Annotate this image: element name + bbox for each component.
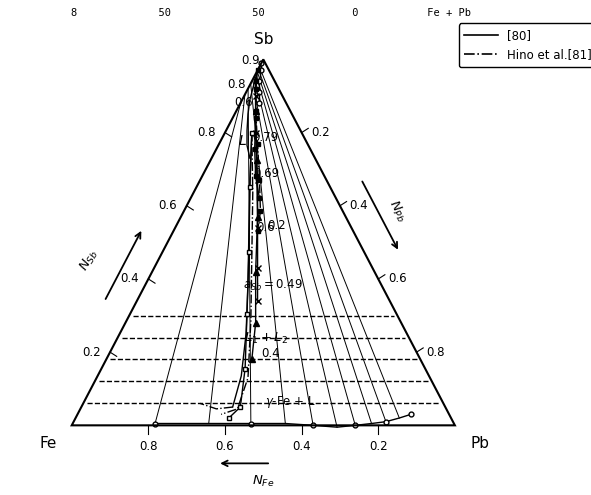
Text: Pb: Pb: [470, 436, 489, 451]
Text: $L_1 + L_2$: $L_1 + L_2$: [244, 331, 288, 346]
Text: 0.4: 0.4: [120, 272, 139, 286]
Text: 0.2: 0.2: [267, 219, 286, 232]
Text: 0.4: 0.4: [261, 347, 280, 360]
Text: $N_{Fe}$: $N_{Fe}$: [252, 474, 275, 489]
Text: 0.79: 0.79: [252, 131, 278, 144]
Text: 0.4: 0.4: [349, 199, 368, 212]
Text: $\gamma$-Fe + L: $\gamma$-Fe + L: [265, 394, 316, 410]
Text: 0.8: 0.8: [426, 346, 444, 359]
Text: L: L: [238, 134, 246, 148]
Text: 0.6: 0.6: [256, 221, 275, 234]
Text: 0.6: 0.6: [235, 97, 253, 109]
Text: $N_{Pb}$: $N_{Pb}$: [385, 198, 410, 225]
Text: 0.69: 0.69: [254, 167, 280, 181]
Text: 0.2: 0.2: [82, 346, 100, 359]
Text: 0.2: 0.2: [311, 126, 330, 139]
Text: 0.8: 0.8: [197, 126, 215, 139]
Text: 0.2: 0.2: [369, 440, 388, 453]
Text: $a_{Sb}=0.49$: $a_{Sb}=0.49$: [243, 278, 303, 293]
Text: 0.6: 0.6: [216, 440, 234, 453]
Text: 0.8: 0.8: [227, 78, 245, 91]
Text: Sb: Sb: [254, 32, 273, 47]
Text: 8             50             50              0           Fe + Pb: 8 50 50 0 Fe + Pb: [71, 7, 471, 18]
Text: $N_{Sb}$: $N_{Sb}$: [77, 247, 101, 275]
Text: 0.4: 0.4: [293, 440, 311, 453]
Text: 0.6: 0.6: [158, 199, 177, 212]
Text: Fe: Fe: [39, 436, 56, 451]
Legend: [80], Hino et al.[81]: [80], Hino et al.[81]: [459, 23, 591, 67]
Text: 0.9: 0.9: [241, 54, 260, 67]
Text: 0.6: 0.6: [388, 272, 407, 286]
Text: 0.8: 0.8: [139, 440, 158, 453]
